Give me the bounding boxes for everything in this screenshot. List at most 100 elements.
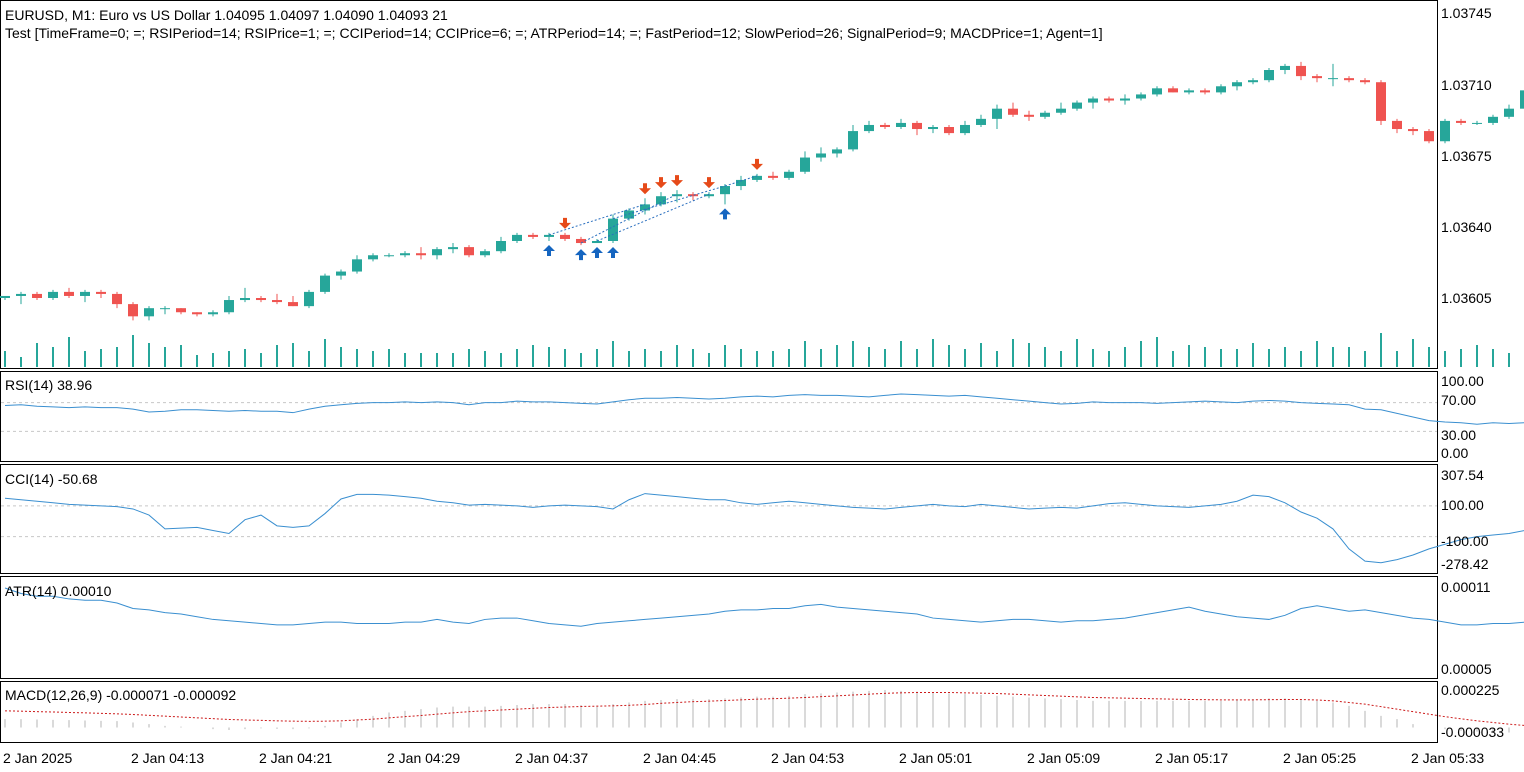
candle-body bbox=[1168, 88, 1178, 93]
candle-body bbox=[784, 171, 794, 178]
candle-body bbox=[1072, 102, 1082, 109]
time-axis: 2 Jan 2025 2 Jan 04:13 2 Jan 04:21 2 Jan… bbox=[3, 750, 1484, 766]
candle-body bbox=[896, 122, 906, 127]
candle-body bbox=[1520, 90, 1524, 109]
time-tick: 2 Jan 05:33 bbox=[1411, 750, 1484, 766]
candle-body bbox=[880, 124, 890, 127]
candle-body bbox=[944, 127, 954, 134]
candle-body bbox=[272, 300, 282, 303]
macd-signal-series bbox=[4, 692, 1524, 726]
price-tick: 1.03745 bbox=[1441, 5, 1492, 21]
atr-pane-frame bbox=[0, 576, 1438, 679]
candle-body bbox=[544, 234, 554, 237]
candle-body bbox=[144, 308, 154, 317]
pane-frames bbox=[0, 0, 1438, 743]
candle-body bbox=[176, 308, 186, 313]
time-tick: 2 Jan 05:09 bbox=[1027, 750, 1100, 766]
candle-body bbox=[688, 194, 698, 197]
trade-line bbox=[548, 203, 646, 236]
rsi-series bbox=[4, 393, 1524, 425]
candle-body bbox=[912, 122, 922, 130]
candle-body bbox=[1200, 90, 1210, 93]
rsi-tick: 0.00 bbox=[1441, 445, 1468, 461]
candle-body bbox=[848, 131, 858, 150]
price-tick: 1.03675 bbox=[1441, 148, 1492, 164]
macd-axis: 0.000225 -0.000033 bbox=[1441, 682, 1504, 740]
candle-body bbox=[352, 259, 362, 272]
macd-pane-frame bbox=[0, 681, 1438, 743]
candle-body bbox=[592, 241, 602, 244]
sell-arrow bbox=[751, 158, 763, 170]
atr-series bbox=[4, 587, 1524, 627]
trade-line bbox=[580, 193, 678, 244]
candle-body bbox=[240, 298, 250, 301]
candle-body bbox=[1488, 116, 1498, 123]
candle-body bbox=[1328, 78, 1338, 80]
trade-lines bbox=[548, 175, 758, 244]
candle-body bbox=[768, 175, 778, 178]
indicator-level-lines bbox=[1, 402, 1437, 538]
rsi-line bbox=[4, 393, 1524, 425]
cci-tick: -278.42 bbox=[1441, 556, 1489, 572]
candle-body bbox=[576, 238, 586, 244]
rsi-tick: 100.00 bbox=[1441, 373, 1484, 389]
trade-line bbox=[612, 185, 726, 220]
candle-body bbox=[816, 153, 826, 158]
macd-histogram-and-signal bbox=[4, 690, 1524, 733]
price-tick: 1.03640 bbox=[1441, 219, 1492, 235]
candle-body bbox=[256, 298, 266, 301]
candle-body bbox=[512, 234, 522, 241]
candle-body bbox=[1104, 98, 1114, 101]
price-axis: 1.03745 1.03710 1.03675 1.03640 1.03605 bbox=[1441, 5, 1492, 306]
time-tick: 2 Jan 05:17 bbox=[1155, 750, 1228, 766]
candle-body bbox=[1440, 120, 1450, 142]
price-tick: 1.03710 bbox=[1441, 77, 1492, 93]
candle-body bbox=[1152, 88, 1162, 95]
candle-body bbox=[480, 251, 490, 256]
candle-body bbox=[1472, 122, 1482, 124]
candle-body bbox=[48, 291, 58, 298]
candle-body bbox=[1456, 120, 1466, 123]
candle-body bbox=[1344, 78, 1354, 81]
candle-body bbox=[448, 247, 458, 250]
atr-tick: 0.00005 bbox=[1441, 661, 1492, 677]
macd-label: MACD(12,26,9) -0.000071 -0.000092 bbox=[5, 687, 236, 703]
candle-body bbox=[624, 210, 634, 219]
candle-body bbox=[1040, 112, 1050, 117]
candle-body bbox=[640, 204, 650, 211]
time-tick: 2 Jan 04:37 bbox=[515, 750, 588, 766]
atr-axis: 0.00011 0.00005 bbox=[1441, 579, 1492, 677]
candle-body bbox=[96, 291, 106, 294]
candle-body bbox=[1264, 70, 1274, 81]
candle-body bbox=[1232, 82, 1242, 87]
candle-body bbox=[80, 291, 90, 296]
candle-body bbox=[128, 304, 138, 317]
candle-body bbox=[304, 291, 314, 307]
candle-body bbox=[288, 302, 298, 307]
time-tick: 2 Jan 04:21 bbox=[259, 750, 332, 766]
candle-body bbox=[1216, 86, 1226, 93]
main-pane-frame bbox=[0, 0, 1438, 369]
candle-body bbox=[368, 255, 378, 260]
candle-body bbox=[384, 255, 394, 257]
candle-body bbox=[736, 179, 746, 187]
candle-body bbox=[1024, 114, 1034, 117]
candle-body bbox=[864, 124, 874, 132]
candle-body bbox=[1392, 120, 1402, 130]
atr-tick: 0.00011 bbox=[1441, 579, 1491, 595]
atr-line bbox=[4, 587, 1524, 627]
sell-arrow bbox=[639, 183, 651, 195]
cci-tick: 307.54 bbox=[1441, 467, 1484, 483]
candle-body bbox=[976, 118, 986, 125]
candle-body bbox=[32, 293, 42, 298]
candle-body bbox=[224, 300, 234, 313]
candle-body bbox=[1008, 108, 1018, 115]
candle-body bbox=[320, 275, 330, 292]
time-tick: 2 Jan 05:25 bbox=[1283, 750, 1356, 766]
candle-body bbox=[400, 253, 410, 256]
candle-body bbox=[960, 124, 970, 134]
candle-body bbox=[752, 175, 762, 180]
candle-body bbox=[1056, 108, 1066, 113]
